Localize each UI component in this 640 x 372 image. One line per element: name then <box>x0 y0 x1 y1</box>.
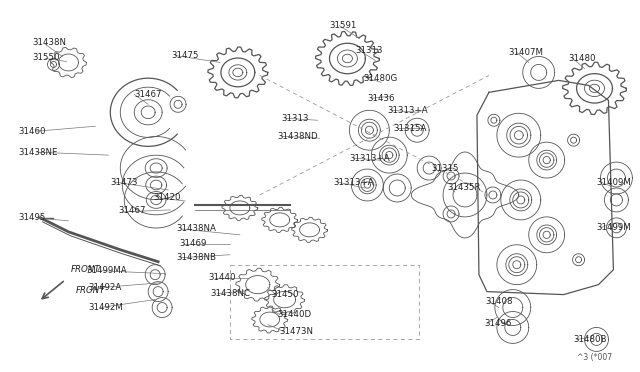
Text: ^3 (*007: ^3 (*007 <box>577 353 612 362</box>
Text: 31495: 31495 <box>19 214 46 222</box>
Text: 31440: 31440 <box>208 273 236 282</box>
Text: 31438N: 31438N <box>33 38 67 47</box>
Text: 31420: 31420 <box>153 193 180 202</box>
Text: 31313: 31313 <box>355 46 383 55</box>
Text: 31460: 31460 <box>19 127 46 136</box>
Text: 31469: 31469 <box>179 239 207 248</box>
Text: FRONT: FRONT <box>70 265 100 274</box>
Text: 31473: 31473 <box>110 177 138 186</box>
Text: 31591: 31591 <box>330 21 357 30</box>
Text: 31313+A: 31313+A <box>349 154 390 163</box>
Text: 31313: 31313 <box>282 114 309 123</box>
Text: 31480B: 31480B <box>573 335 607 344</box>
Text: FRONT: FRONT <box>76 286 105 295</box>
Text: 31450: 31450 <box>272 290 300 299</box>
Text: 31440D: 31440D <box>278 310 312 319</box>
Text: 31408: 31408 <box>485 297 513 306</box>
Text: 31492A: 31492A <box>88 283 122 292</box>
Text: 31315A: 31315A <box>393 124 427 133</box>
Text: 31467: 31467 <box>134 90 162 99</box>
Text: 31435R: 31435R <box>447 183 481 192</box>
Text: 31407M: 31407M <box>509 48 544 57</box>
Text: 31315: 31315 <box>431 164 459 173</box>
Text: 31438NB: 31438NB <box>176 253 216 262</box>
Text: 31438ND: 31438ND <box>278 132 318 141</box>
Text: 31550: 31550 <box>33 53 60 62</box>
Text: 31492M: 31492M <box>88 303 124 312</box>
Text: 31467: 31467 <box>118 206 146 215</box>
Text: 31480: 31480 <box>568 54 596 63</box>
Text: 31438NE: 31438NE <box>19 148 58 157</box>
Text: 31436: 31436 <box>367 94 395 103</box>
Text: 31438NC: 31438NC <box>210 289 250 298</box>
Text: 31313+A: 31313+A <box>387 106 428 115</box>
Text: 31480G: 31480G <box>364 74 397 83</box>
Text: 31409M: 31409M <box>596 177 632 186</box>
Text: 31496: 31496 <box>484 319 511 328</box>
Text: 31475: 31475 <box>171 51 198 60</box>
Text: 31499MA: 31499MA <box>86 266 127 275</box>
Text: 31473N: 31473N <box>280 327 314 336</box>
Text: 31499M: 31499M <box>596 223 631 232</box>
Text: 31438NA: 31438NA <box>176 224 216 233</box>
Text: 31313+A: 31313+A <box>333 177 374 186</box>
